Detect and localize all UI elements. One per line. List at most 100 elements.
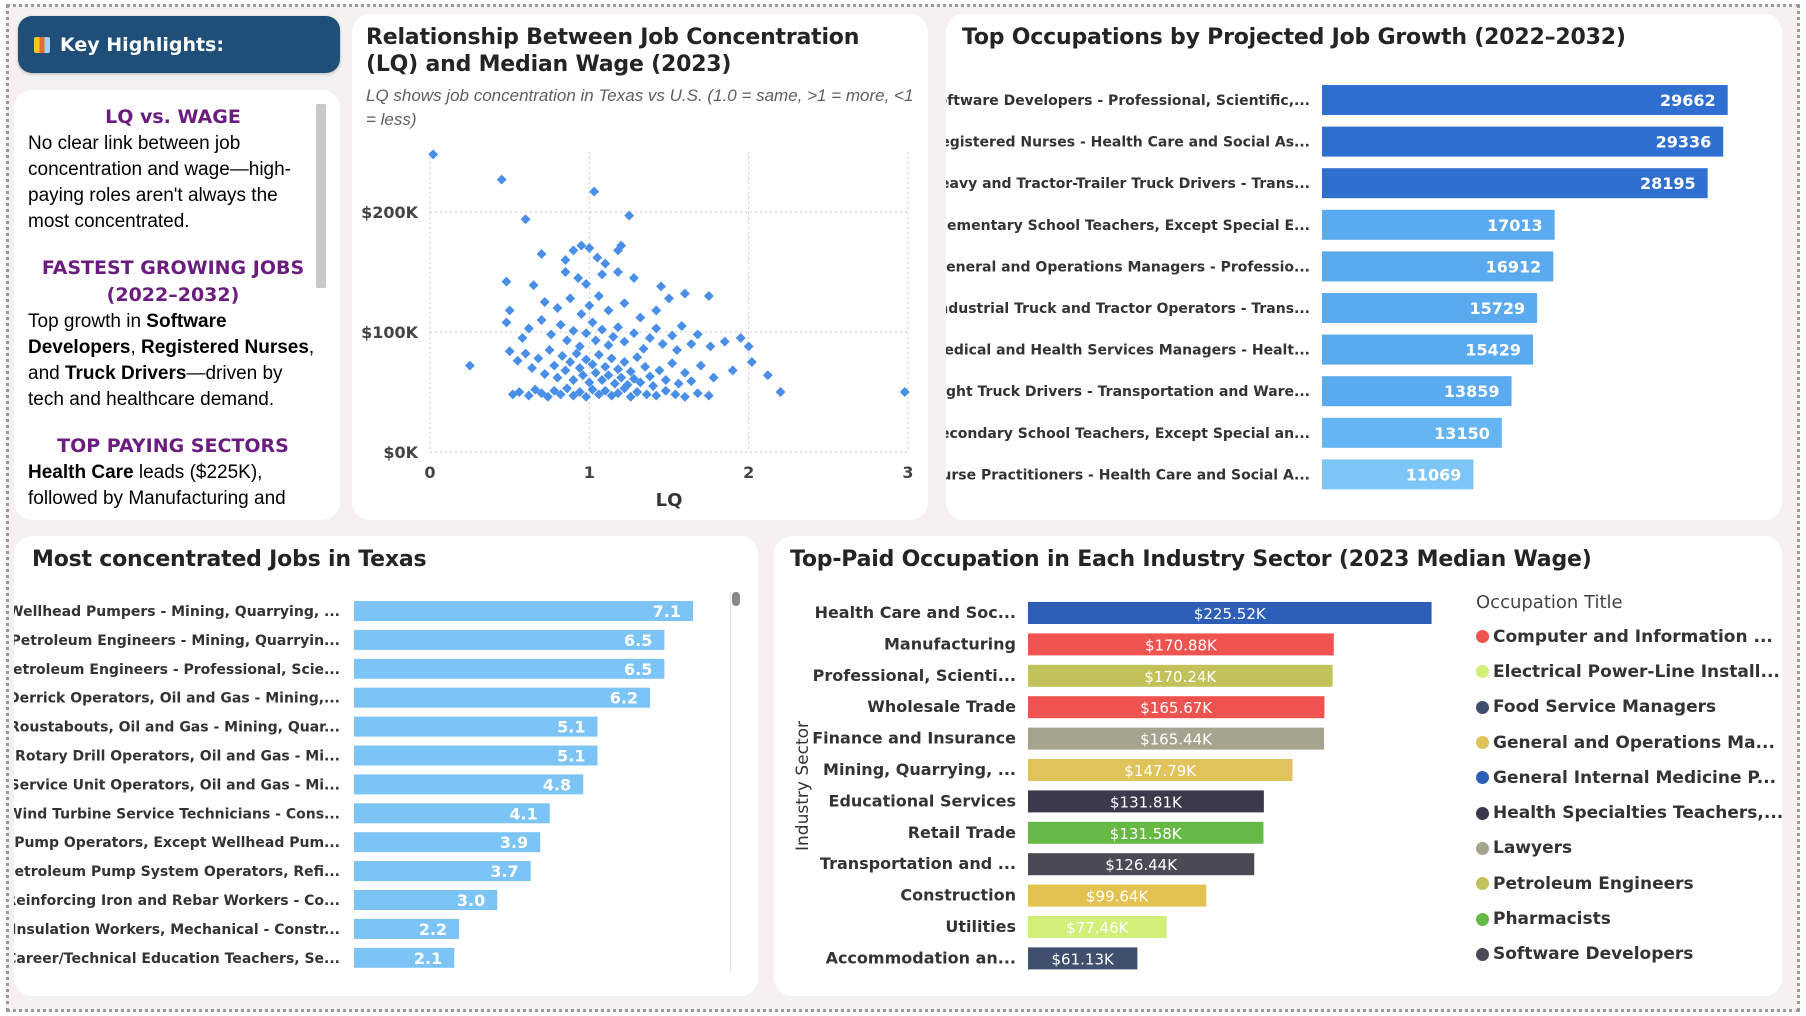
scatter-point [584, 300, 595, 311]
legend-item[interactable]: General Internal Medicine P... [1476, 760, 1776, 795]
bar [1028, 602, 1432, 624]
legend-item[interactable]: Health Specialties Teachers,... [1476, 795, 1782, 830]
scatter-y-tick-label: $200K [361, 203, 419, 222]
legend-dot-icon [1476, 736, 1489, 750]
scatter-point [692, 329, 703, 340]
wage-chart[interactable]: Health Care and Soc... $225.52K Manufactur… [774, 536, 1474, 996]
legend-dot-icon [1476, 877, 1489, 891]
bar-category-label: Petroleum Pump System Operators, Refi... [14, 864, 340, 880]
bar-category-label: Nurse Practitioners - Health Care and So… [946, 467, 1310, 483]
scatter-point [670, 389, 681, 400]
legend-item[interactable]: Petroleum Engineers [1476, 866, 1766, 901]
bar-value-label: 15429 [1465, 341, 1521, 360]
bar-value-label: $99.64K [1086, 888, 1149, 906]
scatter-point [695, 360, 706, 371]
bar [1322, 126, 1724, 157]
bar-value-label: 4.1 [509, 804, 537, 823]
key-highlights-header[interactable]: Key Highlights: [18, 16, 340, 73]
legend-item[interactable]: Electrical Power-Line Install... [1476, 654, 1780, 689]
scatter-point [613, 388, 623, 399]
scatter-y-tick-label: $100K [361, 323, 419, 342]
bar-category-label: Reinforcing Iron and Rebar Workers - Co.… [14, 893, 340, 909]
scatter-point [735, 333, 746, 343]
scatter-point [619, 336, 630, 347]
bar-category-label: Career/Technical Education Teachers, Se.… [14, 951, 340, 967]
bar-category-label: Wellhead Pumpers - Mining, Quarrying, ..… [14, 604, 340, 620]
scatter-x-tick-label: 3 [902, 463, 913, 482]
scatter-point [552, 372, 563, 383]
scatter-point [692, 388, 703, 399]
bar-value-label: 3.0 [457, 891, 485, 910]
bar [354, 629, 665, 650]
scatter-point [590, 335, 601, 346]
highlight-heading: FASTEST GROWING JOBS (2022–2032) [41, 257, 305, 306]
scatter-point [613, 322, 623, 333]
scatter-point [557, 351, 568, 361]
bar-chart-icon [34, 36, 50, 53]
scatter-card: Relationship Between Job Concentration (… [352, 14, 928, 520]
bar-value-label: $126.44K [1105, 856, 1178, 874]
scatter-point [660, 385, 671, 396]
scatter-point [520, 348, 531, 359]
lq-chart[interactable]: Wellhead Pumpers - Mining, Quarrying, ..… [14, 536, 758, 996]
scatter-point [571, 348, 582, 359]
scatter-point [743, 341, 754, 352]
scatter-x-axis-label: LQ [656, 490, 683, 511]
scatter-point [527, 363, 537, 373]
scatter-point [539, 369, 550, 379]
scatter-point [679, 391, 690, 402]
scatter-point [568, 375, 579, 385]
wage-title: Top-Paid Occupation in Each Industry Sec… [790, 547, 1592, 572]
lq-scroll-thumb[interactable] [732, 592, 740, 606]
scatter-point [613, 364, 623, 375]
scatter-point [628, 373, 639, 384]
growth-chart[interactable]: Software Developers - Professional, Scie… [946, 14, 1782, 520]
legend-item[interactable]: Computer and Information ... [1476, 619, 1773, 654]
bar-category-label: Industrial Truck and Tractor Operators -… [946, 301, 1310, 317]
bar-value-label: 7.1 [653, 602, 681, 621]
scatter-point [536, 249, 547, 259]
bar-category-label: Pump Operators, Except Wellhead Pum... [14, 835, 340, 851]
bar [1322, 376, 1512, 407]
scatter-point [496, 174, 507, 185]
legend-dot-icon [1476, 841, 1489, 855]
scatter-point [686, 376, 697, 387]
scatter-point [501, 317, 512, 328]
scatter-chart[interactable]: $0K $100K $200K 0 1 2 3 LQ [352, 14, 928, 520]
lq-scroll-track[interactable] [730, 592, 740, 972]
bar-value-label: $165.44K [1140, 731, 1213, 749]
scatter-point [746, 357, 757, 367]
scatter-point [600, 385, 611, 396]
legend-item[interactable]: General and Operations Ma... [1476, 725, 1775, 760]
bar [1028, 633, 1334, 656]
bar-value-label: 11069 [1406, 465, 1462, 484]
scatter-point [638, 343, 649, 354]
bar-value-label: 5.1 [557, 718, 585, 737]
scatter-point [562, 335, 572, 346]
legend-item[interactable]: Food Service Managers [1476, 690, 1766, 725]
bar [1028, 759, 1293, 781]
lq-title: Most concentrated Jobs in Texas [32, 547, 427, 572]
scatter-point [546, 329, 557, 340]
legend-item[interactable]: Pharmacists [1476, 901, 1766, 936]
legend-item[interactable]: Lawyers [1476, 831, 1766, 866]
scatter-point [565, 293, 576, 304]
bar-category-label: Medical and Health Services Managers - H… [946, 343, 1310, 359]
scatter-point [464, 360, 475, 371]
bar-value-label: 2.2 [419, 920, 447, 939]
bar-category-label: Heavy and Tractor-Trailer Truck Drivers … [946, 176, 1310, 192]
legend-item[interactable]: Software Developers [1476, 937, 1766, 972]
scatter-point [635, 312, 646, 323]
scatter-point [603, 305, 614, 316]
scatter-point [600, 258, 611, 269]
bar-category-label: Service Unit Operators, Oil and Gas - Mi… [14, 777, 340, 793]
scatter-point [593, 291, 604, 301]
scatter-point [727, 365, 738, 376]
scatter-point [616, 372, 627, 383]
bar-category-label: Mining, Quarrying, ... [823, 760, 1016, 779]
scatter-point [597, 324, 608, 335]
bar-value-label: 17013 [1487, 216, 1543, 235]
highlights-scrollbar[interactable] [316, 104, 326, 288]
bar [354, 601, 694, 621]
scatter-point [673, 378, 684, 389]
